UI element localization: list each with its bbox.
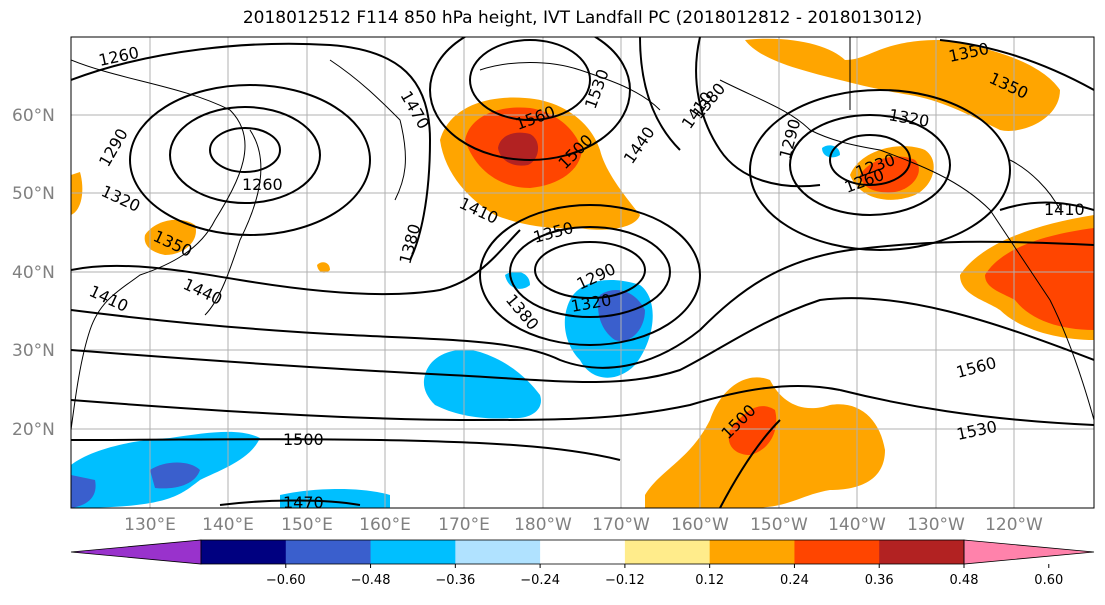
colorbar-segment (540, 540, 626, 564)
colorbar: −0.60 −0.48 −0.36 −0.24 −0.12 0.12 0.24 0.36 0.4… (70, 539, 1095, 588)
positive-ivt-area (728, 406, 777, 455)
contour-label: 1410 (1044, 200, 1085, 219)
colorbar-segment (201, 540, 287, 564)
lon-label: 160°E (359, 515, 411, 535)
lon-label: 150°W (750, 515, 808, 535)
colorbar-tick-label: 0.12 (695, 573, 724, 588)
colorbar-tick-label: −0.60 (266, 573, 306, 588)
positive-ivt-area (317, 262, 330, 273)
colorbar-extend-max (963, 539, 1095, 565)
colorbar-segment (879, 540, 965, 564)
height-contours (71, 37, 1094, 508)
positive-ivt-area (498, 132, 539, 166)
negative-ivt-area (150, 462, 200, 489)
colorbar-segment (709, 540, 795, 564)
contour-label: 1500 (283, 430, 324, 449)
lat-label: 60°N (12, 106, 55, 126)
colorbar-tick-label: −0.36 (435, 573, 475, 588)
colorbar-tick-label: 0.36 (865, 573, 894, 588)
colorbar-tick-label: 0.60 (1034, 573, 1063, 588)
lat-label: 30°N (12, 341, 55, 361)
positive-ivt-area (745, 38, 1060, 131)
colorbar-segment (624, 540, 711, 564)
coastlines (71, 37, 1094, 431)
colorbar-segment (285, 540, 372, 564)
colorbar-tick-label: −0.48 (351, 573, 391, 588)
colorbar-segment (370, 540, 456, 564)
colorbar-outline (200, 539, 965, 565)
lon-label: 140°W (828, 515, 886, 535)
negative-ivt-area (423, 349, 541, 419)
colorbar-extend-min (70, 539, 202, 565)
lon-label: 160°W (671, 515, 729, 535)
colorbar-tick-label: 0.24 (780, 573, 809, 588)
contour-label: 1260 (242, 175, 283, 194)
lon-label: 120°W (985, 515, 1043, 535)
lat-label: 40°N (12, 263, 55, 283)
lon-label: 170°E (438, 515, 490, 535)
longitude-labels: 130°E 140°E 150°E 160°E 170°E 180°W 170°… (124, 515, 1043, 535)
ivt-shading (71, 38, 1094, 508)
colorbar-segment (455, 540, 541, 564)
map-frame (70, 36, 1095, 509)
colorbar-tick-label: −0.24 (520, 573, 560, 588)
colorbar-segment (794, 540, 880, 564)
map-title: 2018012512 F114 850 hPa height, IVT Land… (242, 8, 923, 28)
lon-label: 130°E (124, 515, 176, 535)
colorbar-tick-label: 0.48 (950, 573, 979, 588)
lon-label: 170°W (592, 515, 650, 535)
latitude-labels: 60°N 50°N 40°N 30°N 20°N (12, 106, 55, 440)
positive-ivt-area (860, 156, 919, 193)
contour-label: 1470 (283, 493, 324, 512)
lat-label: 20°N (12, 420, 55, 440)
lon-label: 140°E (202, 515, 254, 535)
lon-label: 130°W (907, 515, 965, 535)
positive-ivt-area (144, 219, 196, 255)
positive-ivt-area (985, 228, 1094, 330)
lon-label: 150°E (281, 515, 333, 535)
negative-ivt-area (598, 290, 645, 341)
negative-ivt-area (71, 475, 96, 508)
colorbar-tick-label: −0.12 (605, 573, 645, 588)
lon-label: 180°W (514, 515, 572, 535)
graticule (71, 37, 1094, 508)
lat-label: 50°N (12, 184, 55, 204)
